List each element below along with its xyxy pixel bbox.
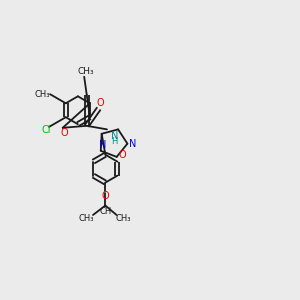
Text: CH₃: CH₃ bbox=[78, 67, 94, 76]
Text: CH₃: CH₃ bbox=[79, 214, 94, 223]
Text: O: O bbox=[60, 128, 68, 138]
Text: O: O bbox=[102, 191, 109, 201]
Text: Cl: Cl bbox=[42, 125, 52, 135]
Text: N: N bbox=[129, 139, 136, 149]
Text: N: N bbox=[99, 140, 106, 151]
Text: H: H bbox=[111, 137, 118, 146]
Text: CH₃: CH₃ bbox=[115, 214, 131, 223]
Text: CH: CH bbox=[99, 207, 112, 216]
Text: N: N bbox=[111, 131, 118, 141]
Text: O: O bbox=[118, 150, 126, 161]
Text: CH₃: CH₃ bbox=[34, 90, 50, 99]
Text: O: O bbox=[97, 98, 104, 108]
